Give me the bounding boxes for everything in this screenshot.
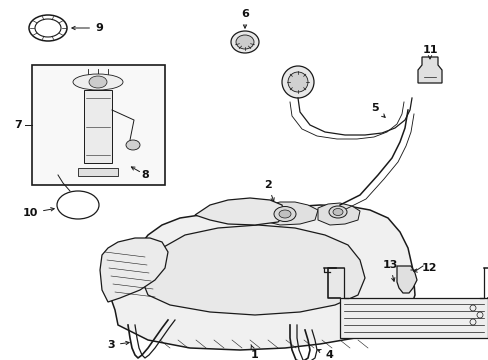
Ellipse shape bbox=[273, 207, 295, 221]
Polygon shape bbox=[339, 298, 487, 338]
Text: 5: 5 bbox=[370, 103, 385, 117]
Polygon shape bbox=[258, 202, 317, 225]
Ellipse shape bbox=[332, 208, 342, 216]
Text: 11: 11 bbox=[421, 45, 437, 59]
Polygon shape bbox=[78, 168, 118, 176]
Polygon shape bbox=[100, 238, 168, 302]
Ellipse shape bbox=[126, 140, 140, 150]
Text: 12: 12 bbox=[413, 263, 437, 273]
Polygon shape bbox=[195, 198, 285, 225]
Bar bbox=[32, 65, 164, 185]
Text: 13: 13 bbox=[382, 260, 397, 281]
Ellipse shape bbox=[89, 76, 107, 88]
Ellipse shape bbox=[230, 31, 259, 53]
Polygon shape bbox=[84, 90, 112, 163]
Text: 3: 3 bbox=[107, 340, 129, 350]
Ellipse shape bbox=[236, 35, 253, 49]
Polygon shape bbox=[317, 203, 359, 225]
Ellipse shape bbox=[73, 74, 123, 90]
Polygon shape bbox=[108, 205, 414, 350]
Ellipse shape bbox=[287, 72, 307, 92]
Ellipse shape bbox=[282, 66, 313, 98]
Polygon shape bbox=[417, 57, 441, 83]
Ellipse shape bbox=[279, 210, 290, 218]
Text: 8: 8 bbox=[141, 170, 148, 180]
Text: 4: 4 bbox=[317, 350, 332, 360]
Text: 1: 1 bbox=[250, 345, 258, 360]
Text: 6: 6 bbox=[241, 9, 248, 28]
Text: 2: 2 bbox=[264, 180, 274, 201]
Polygon shape bbox=[396, 266, 416, 293]
Polygon shape bbox=[142, 225, 364, 315]
Text: 7: 7 bbox=[14, 120, 22, 130]
Text: 9: 9 bbox=[72, 23, 102, 33]
Text: 10: 10 bbox=[22, 208, 54, 218]
Ellipse shape bbox=[328, 206, 346, 218]
